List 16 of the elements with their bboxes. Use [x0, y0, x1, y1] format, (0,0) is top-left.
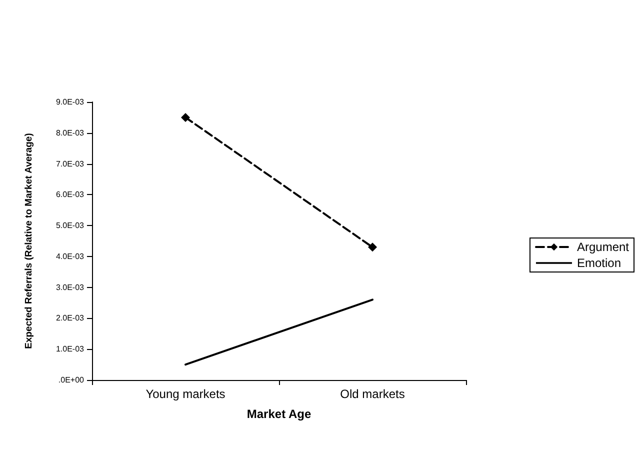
y-tick-label: 7.0E-03 [56, 159, 85, 168]
legend-label: Argument [576, 240, 630, 254]
y-tick-label: .0E+00 [58, 376, 85, 384]
y-tick-label: 9.0E-03 [56, 98, 85, 106]
y-tick-label: 6.0E-03 [56, 190, 85, 200]
y-tick-label: 4.0E-03 [56, 252, 85, 261]
x-tick-label: Young markets [146, 387, 226, 401]
x-axis-title: Market Age [246, 407, 312, 421]
y-tick-label: 3.0E-03 [56, 282, 85, 292]
y-tick-label: 8.0E-03 [56, 128, 85, 138]
x-tick-label: Old markets [340, 387, 405, 401]
legend-label: Emotion [576, 256, 622, 270]
y-tick-label: 1.0E-03 [56, 344, 85, 354]
y-tick-label: 2.0E-03 [56, 314, 85, 323]
y-axis-title: Expected Referrals (Relative to Market Average) [24, 133, 34, 349]
y-tick-label: 5.0E-03 [56, 221, 85, 230]
